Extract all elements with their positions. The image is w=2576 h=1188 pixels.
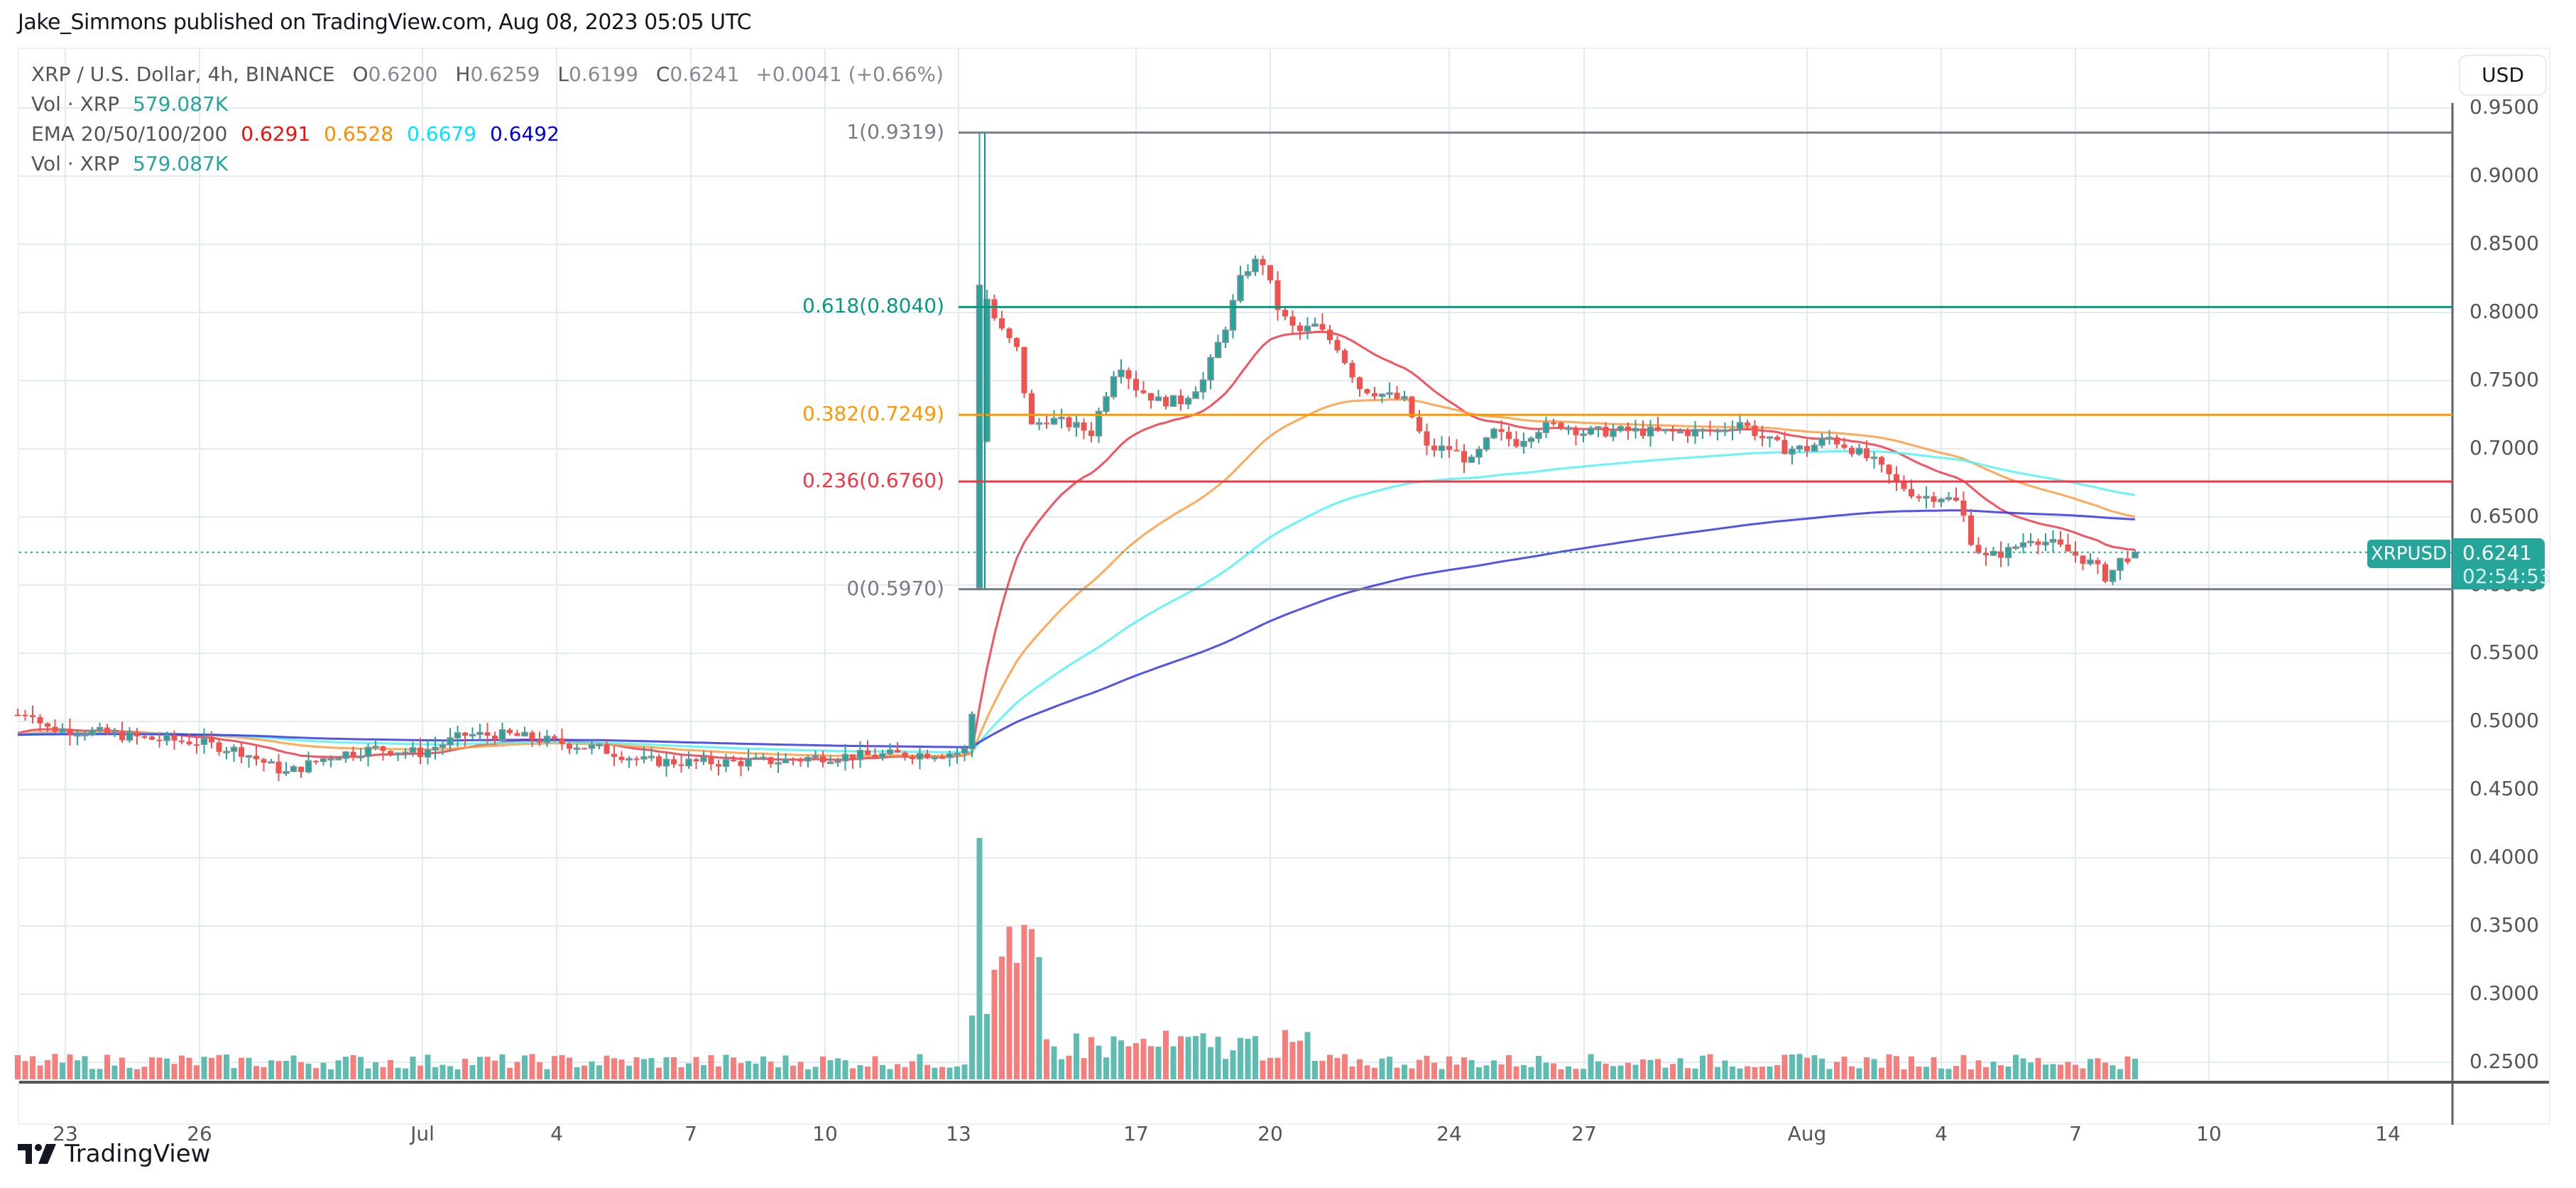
time-tick-label: 20 [1257,1122,1283,1145]
fib-level-label: 0.236(0.6760) [802,469,944,493]
chart-frame [18,48,2550,1125]
time-tick-label: 10 [812,1122,838,1145]
low-value: 0.6199 [568,62,638,86]
ema200-value: 0.6492 [489,122,560,146]
change-value: +0.0041 (+0.66%) [755,62,944,86]
fib-level-label: 0.382(0.7249) [802,402,944,426]
time-tick-label: 27 [1571,1122,1597,1145]
price-tick-label: 0.3000 [2469,981,2539,1005]
open-label: O [352,62,369,86]
price-tick-label: 0.4500 [2469,777,2539,800]
tradingview-logo[interactable]: TradingView [18,1140,210,1168]
time-tick-label: 4 [550,1122,563,1145]
symbol-title: XRP / U.S. Dollar, 4h, BINANCE [31,62,335,86]
time-tick-label: 10 [2196,1122,2222,1145]
price-tick-label: 0.9500 [2469,95,2539,119]
last-price-value: 0.6241 [2462,541,2532,565]
symbol-legend-row[interactable]: XRP / U.S. Dollar, 4h, BINANCE O0.6200 H… [31,60,944,89]
price-tick-label: 0.8500 [2469,231,2539,255]
open-value: 0.6200 [368,62,438,86]
volume-label: Vol · XRP [31,92,120,116]
time-tick-label: 7 [2069,1122,2082,1145]
fib-level-label: 1(0.9319) [846,119,944,143]
time-tick-label: 23 [53,1122,78,1145]
time-tick-label: Aug [1787,1122,1827,1145]
price-tick-label: 0.4000 [2469,845,2539,868]
price-tick-label: 0.8000 [2469,300,2539,323]
price-tick-label: 0.7500 [2469,368,2539,391]
volume-value: 579.087K [133,92,229,116]
time-tick-label: 14 [2375,1122,2401,1145]
time-tick-label: 4 [1935,1122,1948,1145]
price-tick-label: 0.9000 [2469,163,2539,187]
bar-countdown: 02:54:53 [2462,565,2552,588]
time-tick-label: Jul [410,1122,435,1145]
price-tick-label: 0.3500 [2469,913,2539,937]
close-value: 0.6241 [670,62,740,86]
price-tick-label: 0.7000 [2469,436,2539,459]
low-label: L [557,62,569,86]
high-label: H [455,62,471,86]
time-tick-label: 7 [684,1122,697,1145]
price-tick-label: 0.5500 [2469,641,2539,664]
time-tick-label: 17 [1123,1122,1149,1145]
ema100-value: 0.6679 [407,122,477,146]
symbol-price-tag: XRPUSD [2367,540,2450,568]
volume-legend-row-2[interactable]: Vol · XRP 579.087K [31,149,944,179]
tradingview-wordmark: TradingView [65,1140,211,1168]
time-tick-label: 13 [946,1122,971,1145]
time-tick-label: 26 [187,1122,212,1145]
tradingview-logo-icon [18,1144,56,1164]
price-tick-label: 0.5000 [2469,709,2539,732]
volume-label-2: Vol · XRP [31,152,120,175]
volume-legend-row[interactable]: Vol · XRP 579.087K [31,89,944,119]
currency-button[interactable]: USD [2459,55,2547,96]
ema50-value: 0.6528 [324,122,394,146]
ema-legend-row[interactable]: EMA 20/50/100/200 0.6291 0.6528 0.6679 0… [31,119,944,149]
fib-level-label: 0.618(0.8040) [802,294,944,318]
last-price-tag: 0.6241 02:54:53 [2452,538,2552,589]
price-tick-label: 0.2500 [2469,1050,2539,1073]
close-label: C [655,62,670,86]
chart-legend: XRP / U.S. Dollar, 4h, BINANCE O0.6200 H… [31,60,944,179]
high-value: 0.6259 [470,62,540,86]
published-caption: Jake_Simmons published on TradingView.co… [18,10,752,35]
fib-level-label: 0(0.5970) [846,576,944,600]
price-tick-label: 0.6500 [2469,504,2539,528]
ema-label: EMA 20/50/100/200 [31,122,228,146]
volume-value-2: 579.087K [133,152,229,175]
time-tick-label: 24 [1436,1122,1462,1145]
ema20-value: 0.6291 [241,122,311,146]
